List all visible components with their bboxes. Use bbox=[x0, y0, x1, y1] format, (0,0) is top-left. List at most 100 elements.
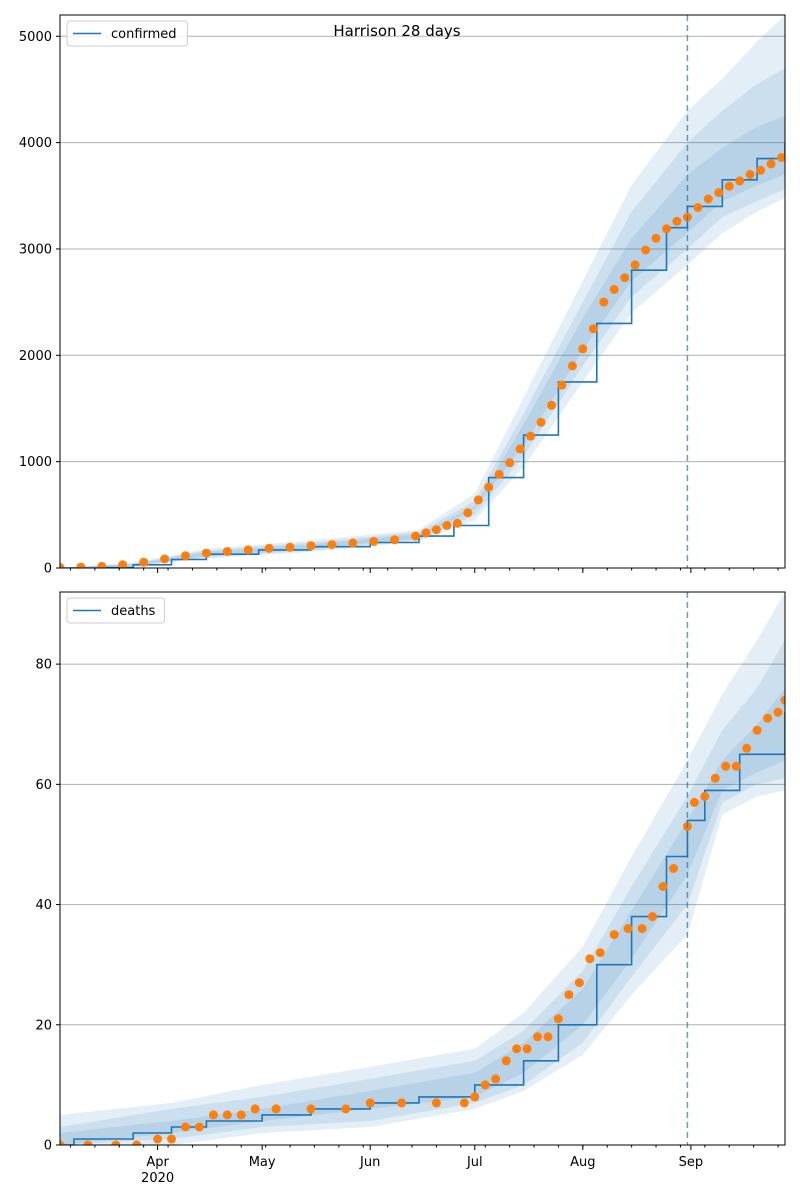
observed-point bbox=[669, 864, 678, 873]
legend: deaths bbox=[66, 597, 166, 624]
x-tick-label: Jun bbox=[359, 1155, 380, 1170]
uncertainty-band-2 bbox=[60, 640, 785, 1145]
observed-point bbox=[641, 245, 651, 255]
observed-point bbox=[756, 165, 766, 175]
y-tick-label: 60 bbox=[35, 778, 52, 793]
observed-point bbox=[397, 1098, 407, 1108]
observed-point bbox=[693, 203, 703, 212]
x-tick-label: Jul bbox=[466, 1155, 483, 1170]
observed-point bbox=[431, 1098, 441, 1108]
x-tick-label: May bbox=[249, 1155, 276, 1170]
observed-point bbox=[742, 743, 752, 753]
observed-point bbox=[721, 761, 731, 771]
observed-point bbox=[672, 216, 682, 226]
observed-point bbox=[700, 791, 710, 801]
observed-point bbox=[76, 562, 86, 568]
observed-point bbox=[588, 324, 598, 334]
observed-point bbox=[735, 176, 745, 186]
observed-point bbox=[208, 1110, 218, 1120]
legend-label: confirmed bbox=[111, 27, 177, 42]
observed-point bbox=[585, 954, 595, 964]
observed-point bbox=[484, 482, 494, 492]
observed-point bbox=[194, 1122, 204, 1132]
axes-frame bbox=[59, 14, 786, 569]
observed-point bbox=[512, 1044, 522, 1054]
observed-point bbox=[167, 1134, 176, 1144]
uncertainty-band-1 bbox=[60, 15, 785, 568]
observed-point bbox=[411, 531, 420, 541]
uncertainty-band-3 bbox=[60, 116, 785, 568]
observed-point bbox=[557, 380, 567, 390]
x-tick-label: Apr bbox=[146, 1155, 169, 1170]
observed-point bbox=[724, 181, 734, 191]
observed-point bbox=[731, 761, 741, 771]
observed-point bbox=[780, 695, 785, 705]
observed-point bbox=[285, 542, 295, 552]
observed-point bbox=[181, 1122, 190, 1132]
observed-point bbox=[595, 948, 605, 958]
x-tick-label: Aug bbox=[570, 1155, 595, 1170]
y-tick-label: 40 bbox=[35, 898, 52, 913]
observed-point bbox=[236, 1110, 246, 1120]
observed-point bbox=[341, 1104, 351, 1114]
observed-point bbox=[522, 1044, 532, 1054]
observed-point bbox=[60, 1140, 65, 1145]
observed-point bbox=[689, 797, 699, 807]
observed-point bbox=[543, 1032, 553, 1042]
x-tick-label: Sep bbox=[679, 1155, 704, 1170]
observed-point bbox=[222, 547, 232, 556]
observed-point bbox=[766, 159, 776, 169]
observed-point bbox=[533, 1032, 542, 1042]
y-tick-label: 80 bbox=[35, 658, 52, 673]
observed-point bbox=[118, 560, 128, 568]
observed-point bbox=[574, 978, 584, 988]
observed-point bbox=[348, 538, 358, 548]
observed-point bbox=[703, 194, 713, 204]
observed-point bbox=[637, 924, 647, 934]
plot-area bbox=[60, 15, 785, 568]
observed-point bbox=[763, 713, 773, 723]
y-tick-label: 0 bbox=[44, 1139, 52, 1154]
observed-point bbox=[369, 536, 379, 546]
observed-point bbox=[578, 344, 588, 354]
observed-point bbox=[452, 518, 462, 528]
observed-point bbox=[153, 1134, 163, 1144]
observed-point bbox=[648, 912, 657, 922]
observed-point bbox=[553, 1014, 563, 1024]
observed-point bbox=[250, 1104, 260, 1114]
observed-point bbox=[630, 260, 640, 270]
observed-point bbox=[620, 273, 630, 283]
observed-point bbox=[505, 458, 515, 468]
observed-point bbox=[160, 554, 170, 564]
observed-point bbox=[459, 1098, 469, 1108]
observed-point bbox=[421, 528, 431, 538]
observed-point bbox=[181, 551, 190, 561]
observed-point bbox=[470, 1092, 480, 1102]
observed-point bbox=[442, 521, 452, 530]
observed-point bbox=[651, 233, 661, 243]
observed-point bbox=[526, 431, 536, 441]
figure-title: Harrison 28 days bbox=[333, 22, 460, 40]
observed-point bbox=[201, 548, 211, 558]
observed-point bbox=[327, 540, 337, 550]
observed-point bbox=[547, 400, 556, 410]
observed-point bbox=[609, 284, 619, 294]
observed-point bbox=[60, 563, 65, 568]
observed-point bbox=[515, 444, 525, 454]
legend-box bbox=[66, 597, 166, 624]
observed-point bbox=[473, 495, 483, 505]
observed-point bbox=[271, 1104, 281, 1114]
observed-point bbox=[494, 469, 504, 479]
observed-point bbox=[773, 707, 783, 717]
uncertainty-band-1 bbox=[60, 592, 785, 1145]
observed-point bbox=[365, 1098, 375, 1108]
legend-label: deaths bbox=[111, 604, 156, 619]
observed-point bbox=[777, 153, 785, 162]
observed-point bbox=[745, 170, 755, 179]
y-tick-label: 1000 bbox=[19, 455, 52, 470]
x-year-label: 2020 bbox=[141, 1171, 174, 1186]
observed-point bbox=[752, 725, 762, 735]
observed-point bbox=[97, 561, 107, 568]
observed-point bbox=[111, 1140, 121, 1145]
